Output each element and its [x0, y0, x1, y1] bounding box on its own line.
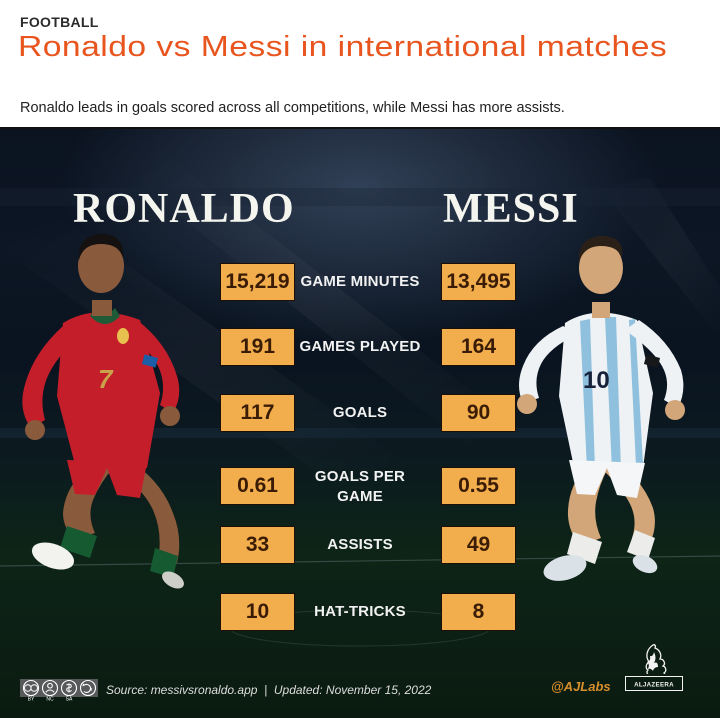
- svg-text:ALJAZEERA: ALJAZEERA: [634, 682, 674, 689]
- svg-text:NC: NC: [46, 697, 54, 702]
- svg-text:SA: SA: [66, 697, 73, 702]
- svg-text:7: 7: [98, 364, 114, 394]
- svg-text:10: 10: [583, 367, 610, 394]
- svg-text:BY: BY: [28, 697, 35, 702]
